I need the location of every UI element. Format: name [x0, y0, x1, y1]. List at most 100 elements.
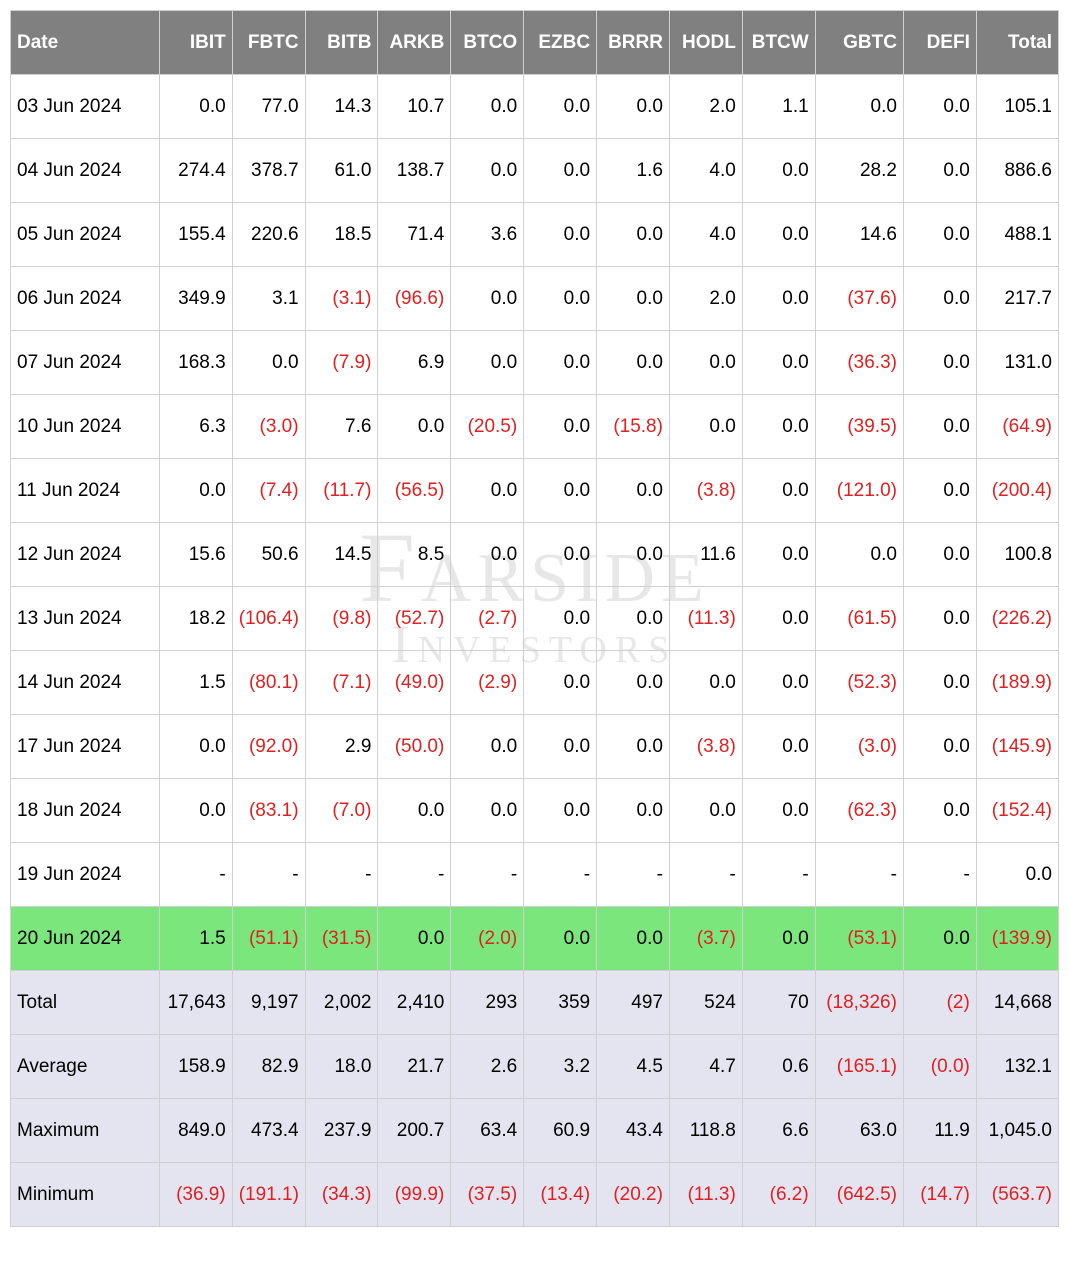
value-cell: 77.0 [232, 75, 305, 139]
value-cell: 0.0 [903, 907, 976, 971]
value-cell: (11.3) [669, 587, 742, 651]
value-cell: 0.0 [597, 75, 670, 139]
value-cell: 4.7 [669, 1035, 742, 1099]
value-cell: 0.0 [232, 331, 305, 395]
value-cell: (53.1) [815, 907, 903, 971]
value-cell: 21.7 [378, 1035, 451, 1099]
value-cell: - [597, 843, 670, 907]
value-cell: 0.0 [742, 715, 815, 779]
value-cell: (7.0) [305, 779, 378, 843]
value-cell: 0.0 [742, 587, 815, 651]
value-cell: 0.0 [742, 331, 815, 395]
value-cell: - [815, 843, 903, 907]
value-cell: (51.1) [232, 907, 305, 971]
value-cell: (62.3) [815, 779, 903, 843]
value-cell: 524 [669, 971, 742, 1035]
value-cell: (13.4) [524, 1163, 597, 1227]
value-cell: 0.0 [976, 843, 1058, 907]
date-cell: 12 Jun 2024 [11, 523, 160, 587]
value-cell: 3.6 [451, 203, 524, 267]
value-cell: (11.3) [669, 1163, 742, 1227]
value-cell: (3.8) [669, 459, 742, 523]
date-cell: 18 Jun 2024 [11, 779, 160, 843]
col-date: Date [11, 11, 160, 75]
value-cell: 0.0 [524, 139, 597, 203]
table-row: 12 Jun 202415.650.614.58.50.00.00.011.60… [11, 523, 1059, 587]
value-cell: 0.0 [451, 779, 524, 843]
col-btco: BTCO [451, 11, 524, 75]
value-cell: (642.5) [815, 1163, 903, 1227]
value-cell: 132.1 [976, 1035, 1058, 1099]
value-cell: 63.0 [815, 1099, 903, 1163]
value-cell: 14.6 [815, 203, 903, 267]
value-cell: 63.4 [451, 1099, 524, 1163]
date-cell: 11 Jun 2024 [11, 459, 160, 523]
value-cell: 0.0 [903, 523, 976, 587]
value-cell: (15.8) [597, 395, 670, 459]
value-cell: 6.9 [378, 331, 451, 395]
value-cell: 0.0 [524, 587, 597, 651]
value-cell: - [378, 843, 451, 907]
value-cell: 200.7 [378, 1099, 451, 1163]
value-cell: 0.0 [597, 587, 670, 651]
date-cell: 06 Jun 2024 [11, 267, 160, 331]
value-cell: 0.0 [451, 459, 524, 523]
value-cell: (3.0) [815, 715, 903, 779]
value-cell: 886.6 [976, 139, 1058, 203]
value-cell: (49.0) [378, 651, 451, 715]
flows-table: DateIBITFBTCBITBARKBBTCOEZBCBRRRHODLBTCW… [10, 10, 1059, 1227]
value-cell: (52.3) [815, 651, 903, 715]
value-cell: 2.6 [451, 1035, 524, 1099]
value-cell: 18.2 [159, 587, 232, 651]
value-cell: 0.0 [524, 395, 597, 459]
date-cell: 03 Jun 2024 [11, 75, 160, 139]
col-ibit: IBIT [159, 11, 232, 75]
date-cell: 19 Jun 2024 [11, 843, 160, 907]
value-cell: (106.4) [232, 587, 305, 651]
value-cell: 0.0 [742, 651, 815, 715]
value-cell: 82.9 [232, 1035, 305, 1099]
value-cell: 0.0 [597, 779, 670, 843]
value-cell: 0.0 [524, 75, 597, 139]
value-cell: (2) [903, 971, 976, 1035]
col-defi: DEFI [903, 11, 976, 75]
value-cell: (563.7) [976, 1163, 1058, 1227]
value-cell: 100.8 [976, 523, 1058, 587]
value-cell: (39.5) [815, 395, 903, 459]
value-cell: 0.0 [903, 779, 976, 843]
value-cell: (99.9) [378, 1163, 451, 1227]
value-cell: 14,668 [976, 971, 1058, 1035]
value-cell: (0.0) [903, 1035, 976, 1099]
value-cell: 0.0 [742, 139, 815, 203]
value-cell: 849.0 [159, 1099, 232, 1163]
value-cell: 0.0 [378, 779, 451, 843]
value-cell: (7.4) [232, 459, 305, 523]
value-cell: 0.0 [742, 459, 815, 523]
value-cell: (36.9) [159, 1163, 232, 1227]
value-cell: (83.1) [232, 779, 305, 843]
value-cell: - [742, 843, 815, 907]
value-cell: (3.7) [669, 907, 742, 971]
table-row: Maximum849.0473.4237.9200.763.460.943.41… [11, 1099, 1059, 1163]
date-cell: 20 Jun 2024 [11, 907, 160, 971]
value-cell: (152.4) [976, 779, 1058, 843]
value-cell: 0.6 [742, 1035, 815, 1099]
value-cell: 9,197 [232, 971, 305, 1035]
value-cell: (2.0) [451, 907, 524, 971]
value-cell: 0.0 [742, 203, 815, 267]
value-cell: (189.9) [976, 651, 1058, 715]
value-cell: 18.5 [305, 203, 378, 267]
value-cell: 61.0 [305, 139, 378, 203]
value-cell: 50.6 [232, 523, 305, 587]
value-cell: 220.6 [232, 203, 305, 267]
value-cell: 2,410 [378, 971, 451, 1035]
value-cell: 0.0 [815, 523, 903, 587]
table-row: 19 Jun 2024-----------0.0 [11, 843, 1059, 907]
value-cell: 1.5 [159, 651, 232, 715]
value-cell: 11.6 [669, 523, 742, 587]
date-cell: 10 Jun 2024 [11, 395, 160, 459]
value-cell: (7.1) [305, 651, 378, 715]
value-cell: 0.0 [742, 779, 815, 843]
value-cell: (31.5) [305, 907, 378, 971]
col-gbtc: GBTC [815, 11, 903, 75]
